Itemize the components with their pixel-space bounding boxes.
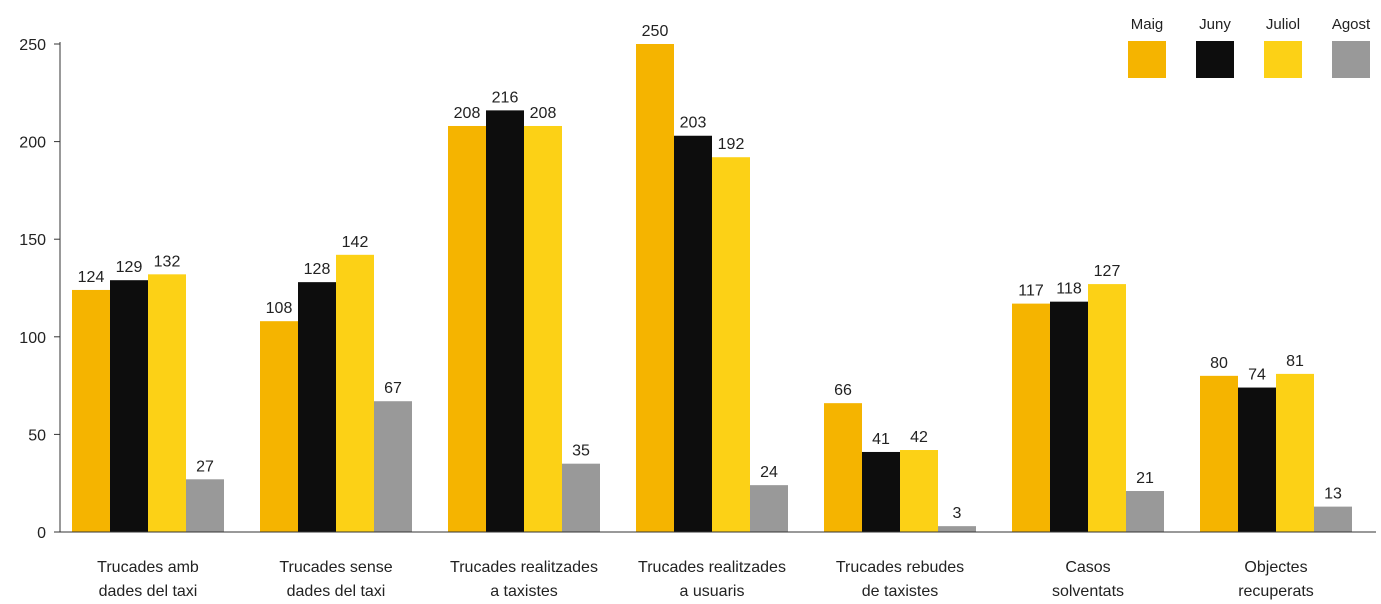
bar-juliol-3 [712, 157, 750, 532]
data-label: 81 [1286, 353, 1304, 370]
y-tick-label: 50 [28, 427, 46, 444]
x-category-label: de taxistes [862, 583, 938, 600]
y-axis: 0 50 100 150 200 250 [19, 37, 61, 542]
bar-agost-5 [1126, 491, 1164, 532]
data-label: 13 [1324, 486, 1342, 503]
bar-maig-6 [1200, 375, 1238, 532]
bar-maig-4 [824, 403, 862, 532]
data-label: 117 [1018, 283, 1044, 300]
x-category-label: dades del taxi [99, 583, 198, 600]
y-tick-label: 250 [19, 37, 46, 54]
legend-label: Juliol [1266, 16, 1300, 33]
bar-juny-5 [1050, 301, 1088, 532]
x-category-label: Trucades sense [279, 559, 392, 576]
bar-maig-3 [636, 44, 674, 532]
data-label: 27 [196, 458, 214, 475]
legend-swatch-agost [1332, 41, 1370, 78]
x-category-label: solventats [1052, 583, 1124, 600]
x-category-label: a taxistes [490, 583, 558, 600]
data-label: 66 [834, 382, 852, 399]
bar-juliol-5 [1088, 284, 1126, 532]
data-label: 142 [342, 234, 369, 251]
bar-juliol-1 [336, 254, 374, 533]
x-axis: Trucades amb dades del taxi Trucades sense… [60, 531, 1376, 600]
y-tick-label: 0 [37, 525, 46, 542]
data-label: 129 [116, 259, 143, 276]
data-label: 128 [304, 261, 331, 278]
bar-juny-0 [110, 280, 148, 532]
legend-swatch-juny [1196, 41, 1234, 78]
data-label: 118 [1056, 281, 1082, 298]
data-label: 80 [1210, 355, 1228, 372]
data-label: 124 [78, 269, 105, 286]
bar-maig-2 [448, 125, 486, 532]
x-category-label: Trucades rebudes [836, 559, 964, 576]
legend-label: Agost [1332, 16, 1371, 33]
bar-juny-2 [486, 110, 524, 533]
data-label: 42 [910, 429, 928, 446]
data-label: 74 [1248, 367, 1266, 384]
y-tick-label: 150 [19, 232, 46, 249]
bar-agost-0 [186, 479, 224, 532]
x-category-label: Trucades realitzades [638, 559, 786, 576]
bar-agost-4 [938, 526, 976, 532]
legend-swatch-maig [1128, 41, 1166, 78]
data-label: 41 [872, 431, 890, 448]
data-label: 250 [642, 23, 669, 40]
bar-agost-6 [1314, 506, 1352, 532]
legend: Maig Juny Juliol Agost [1128, 16, 1371, 78]
bar-maig-5 [1012, 303, 1050, 532]
data-label: 35 [572, 443, 590, 460]
x-category-label: a usuaris [680, 583, 745, 600]
bars [72, 44, 1352, 533]
legend-label: Maig [1131, 16, 1164, 33]
bar-agost-1 [374, 401, 412, 532]
data-label: 203 [680, 115, 707, 132]
x-category-label: recuperats [1238, 583, 1314, 600]
bar-agost-2 [562, 463, 600, 532]
bar-juliol-4 [900, 450, 938, 532]
data-label: 24 [760, 464, 778, 481]
x-category-label: Objectes [1244, 559, 1307, 576]
bar-juliol-6 [1276, 373, 1314, 532]
x-category-label: dades del taxi [287, 583, 386, 600]
bar-juny-3 [674, 135, 712, 532]
bar-juny-4 [862, 451, 900, 532]
bar-juny-6 [1238, 387, 1276, 532]
y-tick-label: 200 [19, 135, 46, 152]
bar-maig-0 [72, 289, 110, 532]
data-label: 192 [718, 136, 745, 153]
data-label: 3 [953, 505, 962, 522]
bar-juliol-2 [524, 125, 562, 532]
data-label: 216 [492, 89, 519, 106]
x-category-label: Trucades realitzades [450, 559, 598, 576]
data-label: 67 [384, 380, 402, 397]
x-category-label: Casos [1065, 559, 1110, 576]
data-label: 108 [266, 300, 293, 317]
x-category-label: Trucades amb [97, 559, 199, 576]
data-label: 132 [154, 253, 181, 270]
legend-label: Juny [1199, 16, 1231, 33]
data-label: 127 [1094, 263, 1121, 280]
legend-swatch-juliol [1264, 41, 1302, 78]
bar-agost-3 [750, 485, 788, 532]
data-label: 208 [454, 105, 481, 122]
bar-juny-1 [298, 282, 336, 532]
data-labels: 124 129 132 27 108 128 142 67 208 216 208 35 250 203 1… [78, 23, 1342, 522]
bar-juliol-0 [148, 274, 186, 532]
data-label: 208 [530, 105, 557, 122]
y-tick-label: 100 [19, 330, 46, 347]
data-label: 21 [1136, 470, 1154, 487]
bar-maig-1 [260, 321, 298, 532]
